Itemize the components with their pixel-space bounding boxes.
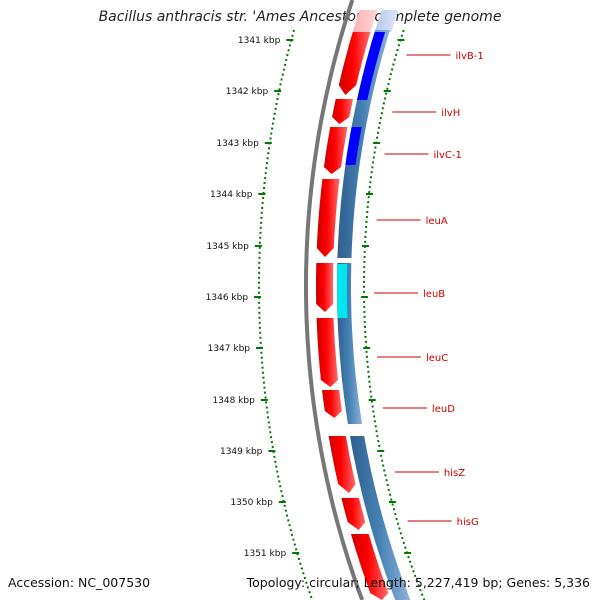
feature-track-segment [337, 30, 390, 258]
cds-arrow [328, 436, 356, 493]
cds-arrow [332, 99, 354, 124]
gene-highlight-ilvC [345, 127, 362, 165]
gene-label: leuD [432, 404, 455, 415]
feature-track-segment [350, 436, 411, 600]
genome-backbone [304, 0, 365, 600]
ruler-dotted-track [258, 29, 314, 600]
gene-label: hisG [457, 517, 479, 528]
cds-arrow [338, 32, 371, 95]
ruler-tick-label: 1349 kbp [220, 447, 263, 457]
cds-arrow [322, 390, 342, 418]
gene-label: ilvB-1 [455, 51, 483, 62]
ruler-tick-label: 1344 kbp [210, 190, 253, 200]
ruler-tick-label: 1342 kbp [226, 87, 269, 97]
reverse-track-cap [374, 10, 399, 32]
ruler-tick-label: 1348 kbp [212, 396, 255, 406]
cds-arrow [316, 318, 338, 387]
gene-label: leuC [426, 353, 448, 364]
gene-highlight-leuB [337, 264, 348, 318]
gene-label: leuB [423, 289, 445, 300]
cds-arrow [351, 534, 389, 600]
gene-label: ilvH [441, 108, 460, 119]
cds-arrow [323, 127, 348, 174]
forward-track-cap [352, 10, 378, 32]
gene-label: ilvC-1 [433, 150, 461, 161]
feature-dotted-track [363, 29, 426, 600]
ruler-tick-label: 1351 kbp [244, 549, 287, 559]
gene-label: leuA [426, 216, 448, 227]
cds-arrow [316, 179, 340, 257]
gene-highlight-ilvB [357, 32, 386, 100]
genome-title: Bacillus anthracis str. 'Ames Ancestor',… [98, 9, 502, 25]
ruler-tick-label: 1346 kbp [206, 293, 249, 303]
ruler-tick-label: 1341 kbp [238, 36, 281, 46]
ruler-tick-label: 1345 kbp [206, 242, 249, 252]
ruler-tick-label: 1347 kbp [208, 344, 251, 354]
ruler-tick-label: 1343 kbp [216, 139, 259, 149]
cds-arrow [341, 498, 366, 530]
ruler-tick-label: 1350 kbp [230, 498, 273, 508]
accession-text: Accession: NC_007530 [8, 575, 151, 590]
genome-summary-text: Topology: circular; Length: 5,227,419 bp… [246, 575, 590, 590]
gene-label: hisZ [444, 468, 465, 479]
cds-arrow [316, 263, 334, 312]
